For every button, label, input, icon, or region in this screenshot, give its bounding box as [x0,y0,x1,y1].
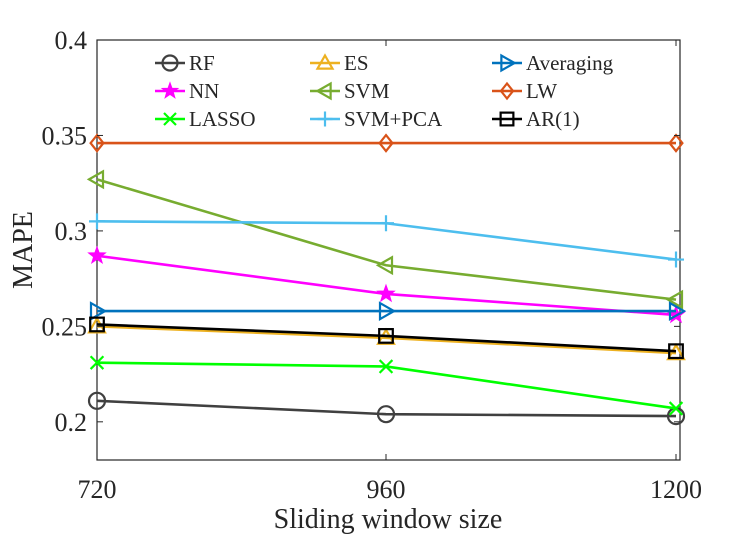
legend-item: NN [155,79,219,103]
marker-triangle-left [665,289,684,310]
x-tick-label: 960 [367,475,406,504]
series-line [96,323,677,353]
axes-layer: 0.2 0.25 0.3 0.35 0.4 720 960 1200 [42,26,703,504]
series-line [96,178,677,301]
legend-item: LASSO [155,107,256,131]
marker-square [668,343,684,360]
series-averaging [89,301,687,321]
marker-plus [668,251,684,268]
series-line [96,361,677,410]
marker-circle [161,54,179,72]
y-tick-label: 0.25 [42,312,88,341]
legend-item: LW [492,79,557,103]
marker-diamond [668,133,684,153]
legend-label: AR(1) [526,107,580,131]
series-layer [86,133,687,426]
marker-x [89,355,105,370]
series-svm-pca [89,213,684,268]
marker-triangle-right [500,53,517,73]
series-rf [87,391,686,426]
series-svm [86,169,684,310]
legend-item: RF [155,51,215,75]
marker-x [163,112,177,126]
x-axis-title: Sliding window size [274,504,503,535]
series-lasso [89,355,684,416]
legend-label: SVM+PCA [344,107,443,131]
marker-circle [376,405,396,424]
legend-item: ES [310,51,369,75]
legend: RF NN LASSO ES SVM SVM+PCA Averaging LW AR(1) [155,51,614,131]
marker-triangle-left [375,255,394,276]
series-line [96,399,677,418]
legend-label: SVM [344,79,390,103]
series-line [96,325,677,355]
legend-label: ES [344,51,369,75]
legend-item: Averaging [492,51,614,75]
marker-circle [87,391,107,410]
y-tick-label: 0.3 [55,217,88,246]
legend-item: SVM+PCA [310,107,443,131]
marker-triangle-left [315,81,332,101]
y-tick-label: 0.4 [55,26,88,55]
y-axis-title: MAPE [8,211,39,289]
legend-label: Averaging [526,51,614,75]
legend-item: SVM [310,79,390,103]
legend-label: LASSO [189,107,256,131]
marker-square [378,328,394,344]
x-tick-label: 1200 [650,475,702,504]
marker-diamond [378,133,394,153]
marker-x [378,359,394,374]
legend-item: AR(1) [492,107,580,131]
series-lw [89,133,684,153]
marker-square [89,316,105,333]
series-es [87,316,686,361]
marker-triangle-up [315,53,335,70]
marker-plus [378,215,394,232]
legend-label: LW [526,79,557,103]
marker-star [87,245,107,265]
marker-triangle-right [378,301,397,321]
marker-triangle-right [668,301,687,321]
y-tick-label: 0.35 [42,121,88,150]
marker-star [376,283,396,303]
marker-triangle-left [86,169,105,190]
marker-x [668,401,684,416]
marker-diamond [499,81,515,101]
series-ar-1- [89,316,684,360]
marker-diamond [89,133,105,153]
marker-plus [317,111,333,127]
marker-plus [89,213,105,230]
legend-label: NN [189,79,219,103]
marker-star [160,81,180,99]
legend-label: RF [189,51,215,75]
y-tick-label: 0.2 [55,408,88,437]
marker-triangle-right [89,301,108,321]
marker-square [499,111,515,127]
x-tick-label: 720 [78,475,117,504]
